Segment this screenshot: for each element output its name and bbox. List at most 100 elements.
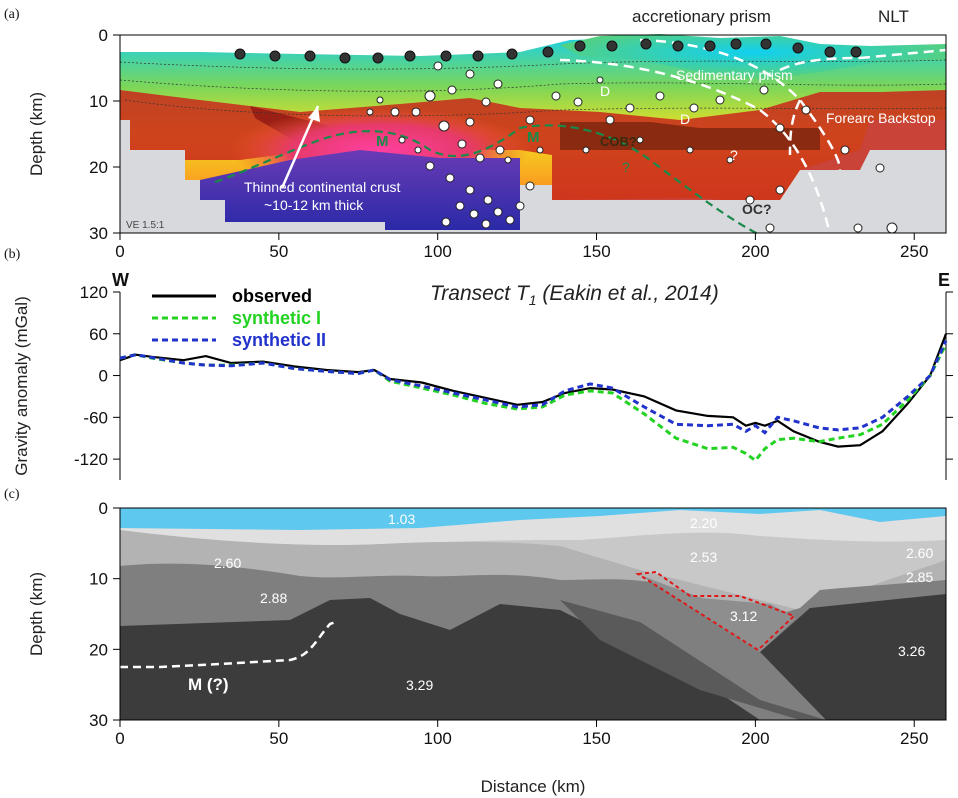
- ytick-label: 60: [89, 325, 108, 344]
- panel-a-arrow: [280, 105, 320, 189]
- xtick-label: 200: [741, 242, 769, 261]
- panel-c-xticks: 0 50 100 150 200 250: [115, 720, 928, 748]
- xtick-label: 250: [900, 242, 928, 261]
- xtick-label: 250: [900, 729, 928, 748]
- layer-slab-band: [560, 600, 826, 720]
- series-observed: [119, 333, 948, 448]
- panel-c-red-polygon: [635, 570, 796, 652]
- layer-326: [760, 594, 946, 720]
- ann-thinned-1: Thinned continental crust: [244, 179, 401, 195]
- density-312: 3.12: [730, 608, 757, 624]
- panel-b-west: W: [112, 270, 129, 290]
- xtick-label: 50: [269, 729, 288, 748]
- panel-a-label: (a): [4, 7, 20, 22]
- panel-b-series: [119, 333, 948, 463]
- legend-label-synthetic-i: synthetic I: [232, 308, 321, 328]
- density-103: 1.03: [388, 511, 415, 527]
- panel-c-moho-label: M (?): [188, 675, 229, 694]
- panel-a-faults: [559, 38, 947, 236]
- panel-c-label: (c): [4, 487, 20, 502]
- panel-c: (c) M (?) 1.03 2.20 2.53 2.60 2.60 2.88 …: [4, 487, 947, 796]
- density-326: 3.26: [898, 643, 925, 659]
- ytick-label: 30: [89, 224, 108, 243]
- ann-m2: M: [527, 129, 540, 146]
- ytick-label: 0: [99, 26, 108, 45]
- ann-ve: VE 1.5:1: [126, 220, 165, 231]
- ytick-label: 30: [89, 711, 108, 730]
- panel-b-title-sub: 1: [529, 292, 537, 308]
- ann-d2: D: [680, 111, 690, 127]
- ytick-label: -60: [83, 408, 108, 427]
- panel-c-yticks: 0 10 20 30: [89, 499, 120, 730]
- legend-label-synthetic-ii: synthetic II: [232, 330, 326, 350]
- panel-a-yticks: 0 10 20 30: [89, 26, 120, 243]
- density-285: 2.85: [906, 569, 933, 585]
- panel-a-cyan-prism: [560, 34, 946, 80]
- ytick-label: 10: [89, 570, 108, 589]
- panel-b-label: (b): [4, 247, 21, 262]
- density-253: 2.53: [690, 549, 717, 565]
- top-label-accretionary: accretionary prism: [632, 7, 771, 26]
- ann-forearc-backstop: Forearc Backstop: [826, 110, 936, 126]
- ann-cob: COB?: [600, 134, 637, 149]
- xtick-label: 100: [424, 242, 452, 261]
- ytick-label: 0: [99, 367, 108, 386]
- panel-a-ylabel: Depth (km): [27, 92, 46, 176]
- panel-b-title: Transect T1 (Eakin et al., 2014): [430, 282, 719, 308]
- ann-oc: OC?: [742, 201, 772, 217]
- panel-b-ylabel: Gravity anomaly (mGal): [12, 296, 31, 475]
- panel-a-moho-line: [214, 124, 761, 236]
- panel-b-east: E: [938, 270, 950, 290]
- ann-d1: D: [600, 83, 610, 99]
- panel-a-contours: [119, 59, 947, 117]
- panel-c-layers: [120, 508, 946, 720]
- density-260-right: 2.60: [906, 545, 933, 561]
- panel-b-title-main: Transect T: [430, 282, 531, 305]
- ann-sedimentary-prism: Sedimentary prism: [676, 67, 793, 83]
- density-288: 2.88: [260, 590, 287, 606]
- ytick-label: 20: [89, 158, 108, 177]
- panel-c-frame: [119, 507, 947, 721]
- ann-q2: ?: [730, 147, 738, 163]
- panel-a-frame: [119, 34, 947, 234]
- layer-312: [640, 575, 796, 652]
- series-synthetic-i: [119, 343, 948, 463]
- panel-b-title-tail: (Eakin et al., 2014): [537, 282, 719, 305]
- xtick-label: 150: [582, 729, 610, 748]
- panel-c-ylabel: Depth (km): [27, 572, 46, 656]
- panel-c-moho-line: [120, 620, 337, 669]
- xtick-label: 50: [269, 242, 288, 261]
- panel-a-stations: [234, 38, 862, 64]
- density-329: 3.29: [406, 677, 433, 693]
- panel-a-xticks: 0 50 100 150 200 250: [115, 233, 928, 261]
- ann-q1: ?: [622, 159, 630, 175]
- panel-a-hypocenters: [366, 61, 898, 234]
- ytick-label: 120: [80, 283, 108, 302]
- panel-a-blue-root: [200, 150, 520, 230]
- panel-a-dark-block: [560, 122, 820, 150]
- density-220: 2.20: [690, 515, 717, 531]
- xtick-label: 0: [115, 242, 124, 261]
- legend-label-observed: observed: [232, 286, 312, 306]
- panel-b-yticks: 120 60 0 -60 -120: [74, 283, 953, 469]
- xtick-label: 100: [424, 729, 452, 748]
- xtick-label: 150: [582, 242, 610, 261]
- ytick-label: 0: [99, 499, 108, 518]
- ytick-label: 10: [89, 92, 108, 111]
- ytick-label: -120: [74, 450, 108, 469]
- density-260-left: 2.60: [214, 555, 241, 571]
- layer-mantle-dark: [120, 598, 760, 720]
- panel-a-arrowhead: [308, 106, 320, 122]
- panel-a: (a) accretionary prism NLT: [4, 7, 947, 261]
- ytick-label: 20: [89, 640, 108, 659]
- panel-b: (b) W E Transect T1 (Eakin et al., 2014)…: [4, 247, 953, 480]
- top-label-nlt: NLT: [878, 7, 909, 26]
- ann-m1: M: [376, 133, 389, 150]
- xtick-label: 200: [741, 729, 769, 748]
- ann-thinned-2: ~10-12 km thick: [264, 197, 364, 213]
- xtick-label: 0: [115, 729, 124, 748]
- panel-c-xlabel: Distance (km): [481, 777, 586, 796]
- series-synthetic-ii: [119, 340, 948, 435]
